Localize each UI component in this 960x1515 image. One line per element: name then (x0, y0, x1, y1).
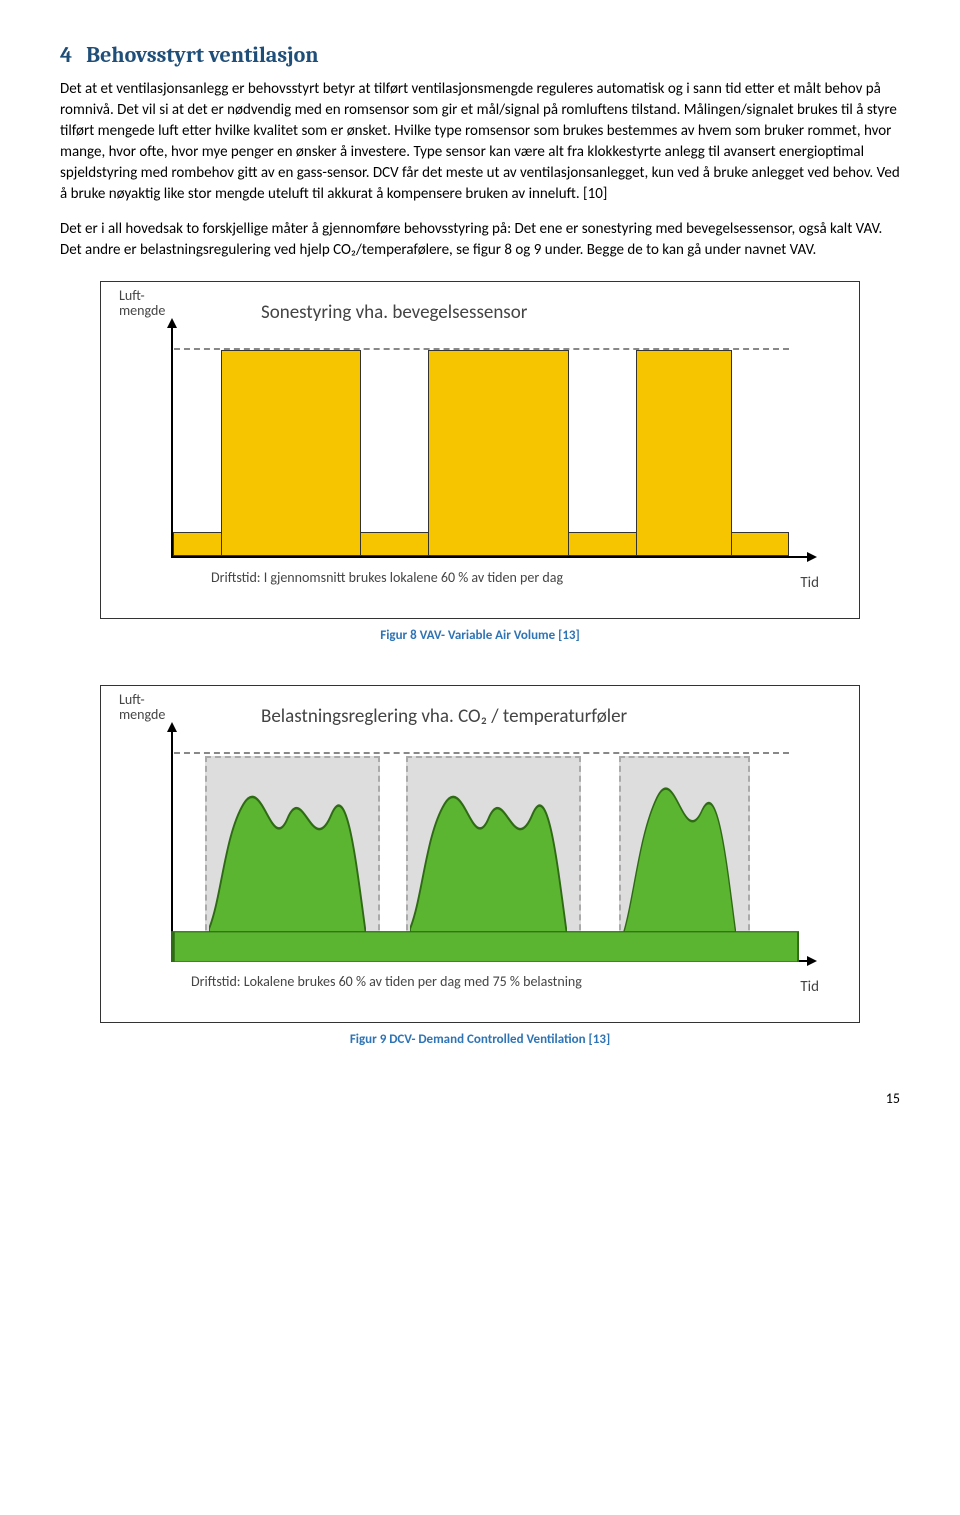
arrow-right-icon (807, 552, 817, 562)
figure-8-box: Luft- mengde Sonestyring vha. bevegelses… (100, 281, 860, 619)
fig9-title: Belastningsreglering vha. CO₂ / temperat… (261, 704, 627, 731)
fig8-bar (636, 350, 732, 556)
fig8-y-label: Luft- mengde (119, 288, 165, 319)
fig9-x-label: Tid (800, 977, 819, 998)
heading-title: Behovsstyrt ventilasjon (86, 42, 318, 68)
paragraph-2: Det er i all hovedsak to forskjellige må… (60, 219, 900, 261)
fig9-base-svg (171, 746, 799, 962)
heading-number: 4 (60, 42, 72, 68)
section-heading: 4 Behovsstyrt ventilasjon (60, 40, 900, 71)
fig9-bottom-caption: Driftstid: Lokalene brukes 60 % av tiden… (191, 972, 582, 992)
fig8-bar (428, 350, 568, 556)
fig9-plot (171, 746, 799, 962)
arrow-right-icon (807, 956, 817, 966)
arrow-up-icon (167, 722, 177, 732)
figure-9-box: Luft- mengde Belastningsreglering vha. C… (100, 685, 860, 1023)
fig8-caption: Figur 8 VAV- Variable Air Volume [13] (60, 627, 900, 645)
fig8-axis-y (171, 322, 173, 558)
fig8-bottom-caption: Driftstid: I gjennomsnitt brukes lokalen… (211, 568, 563, 588)
fig9-y-label: Luft- mengde (119, 692, 165, 723)
page-number: 15 (60, 1089, 900, 1109)
paragraph-1: Det at et ventilasjonsanlegg er behovsst… (60, 79, 900, 205)
fig8-plot (171, 342, 799, 558)
fig8-axis-x (171, 556, 813, 558)
fig9-caption: Figur 9 DCV- Demand Controlled Ventilati… (60, 1031, 900, 1049)
arrow-up-icon (167, 318, 177, 328)
fig8-bar (221, 350, 361, 556)
fig8-title: Sonestyring vha. bevegelsessensor (261, 300, 527, 327)
fig8-x-label: Tid (800, 573, 819, 594)
